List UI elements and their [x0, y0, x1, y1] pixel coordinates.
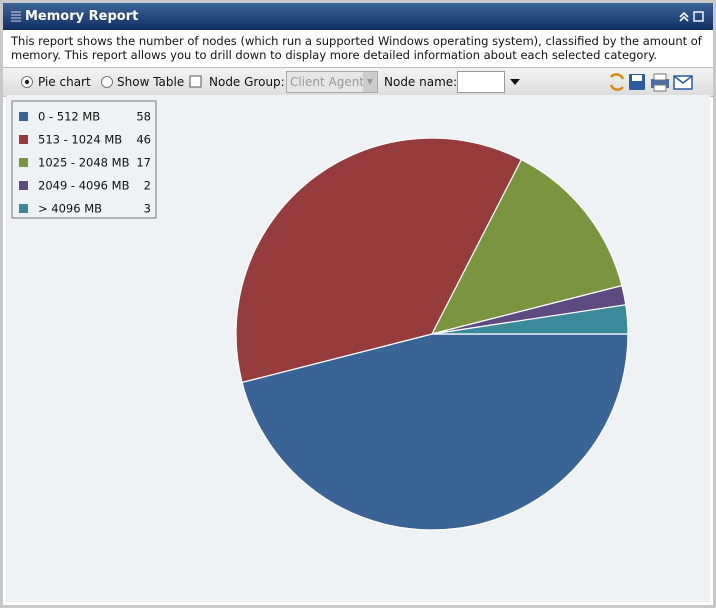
radio-table[interactable] — [100, 75, 114, 89]
legend-swatch — [19, 181, 28, 190]
select-value: Client Agent — [290, 75, 365, 89]
node-group-select[interactable]: Client Agent ▼ — [286, 71, 378, 93]
radio-pie[interactable] — [20, 75, 34, 89]
legend-label: 513 - 1024 MB — [38, 133, 122, 147]
description: This report shows the number of nodes (w… — [11, 34, 702, 62]
pie-slice — [430, 158, 623, 335]
legend-value: 17 — [136, 156, 151, 170]
legend-value: 2 — [144, 179, 151, 193]
input-label: Node name: — [384, 75, 458, 89]
description-line: memory. This report allows you to drill … — [11, 48, 657, 62]
legend-label: 1025 - 2048 MB — [38, 156, 130, 170]
chart: 0 - 512 MB 58 513 - 1024 MB 46 1025 - 2048 M… — [6, 95, 710, 602]
pie-slice — [235, 137, 523, 384]
legend-swatch — [19, 112, 28, 121]
select-arrow: ▼ — [363, 72, 377, 92]
checkbox[interactable] — [189, 75, 203, 89]
legend-value: 46 — [136, 133, 151, 147]
legend-swatch — [19, 158, 28, 167]
radio-label[interactable]: Pie chart — [38, 75, 91, 89]
grip-icon — [11, 11, 21, 22]
legend-label: > 4096 MB — [38, 202, 102, 216]
legend-swatch — [19, 135, 28, 144]
node-name-input[interactable] — [457, 71, 505, 93]
legend-value: 3 — [144, 202, 151, 216]
legend-value: 58 — [136, 110, 151, 124]
window-title: Memory Report — [25, 9, 139, 24]
dropdown-arrow[interactable] — [509, 77, 521, 87]
legend-swatch — [19, 204, 28, 213]
pie-slice — [241, 333, 629, 531]
pie-slice — [431, 304, 629, 335]
window-controls[interactable] — [679, 10, 707, 24]
checkbox-label[interactable]: Node Group: — [209, 75, 285, 89]
action-icons[interactable] — [607, 71, 707, 93]
legend-label: 2049 - 4096 MB — [38, 179, 130, 193]
legend-label: 0 - 512 MB — [38, 110, 100, 124]
description-line: This report shows the number of nodes (w… — [11, 34, 702, 48]
toolbar: Pie chart Show Table Node Group: Client … — [3, 67, 713, 97]
radio-label[interactable]: Show Table — [117, 75, 185, 89]
title-bar: Memory Report — [3, 3, 713, 30]
legend-box — [11, 100, 157, 219]
